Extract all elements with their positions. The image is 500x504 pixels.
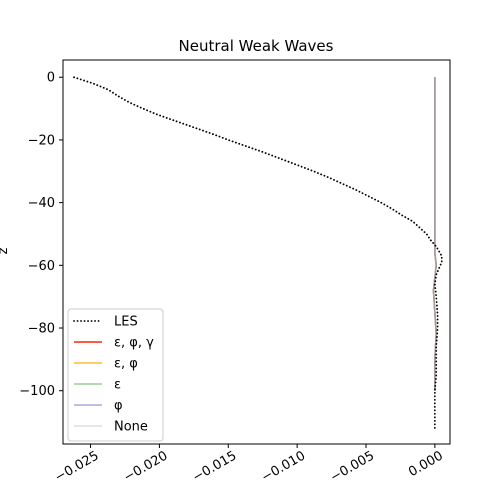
plot-frame [62, 59, 451, 445]
x-tick-label: −0.025 [52, 448, 101, 485]
legend: LES ε, φ, γ ε, φ εφ None [67, 308, 164, 442]
x-tick-label: −0.005 [328, 448, 377, 485]
x-axis-ticks: −0.025 −0.020 −0.015 −0.010 −0.005 0.000 [52, 444, 446, 486]
y-tick-label: −20 [28, 133, 55, 148]
legend-label: ε, φ [114, 357, 138, 372]
chart-title: Neutral Weak Waves [179, 37, 334, 55]
y-tick-label: −80 [28, 322, 55, 337]
x-tick-label: 0.000 [406, 448, 446, 480]
legend-label: φ [114, 399, 123, 414]
legend-label: None [114, 420, 148, 435]
legend-label: ε [114, 378, 121, 393]
x-tick-label: −0.015 [190, 448, 239, 485]
series-layer [73, 76, 443, 430]
x-tick-label: −0.020 [121, 448, 170, 485]
y-axis-label: z [0, 247, 11, 254]
y-axis-ticks: 0 −20 −40 −60 −80 −100 [19, 71, 63, 399]
y-tick-label: −60 [28, 259, 55, 274]
y-tick-label: 0 [47, 71, 55, 86]
series-line-0 [73, 76, 443, 430]
legend-label: LES [114, 315, 138, 330]
y-tick-label: −100 [19, 384, 55, 399]
y-tick-label: −40 [28, 196, 55, 211]
legend-label: ε, φ, γ [114, 336, 154, 351]
x-tick-label: −0.010 [259, 448, 308, 485]
